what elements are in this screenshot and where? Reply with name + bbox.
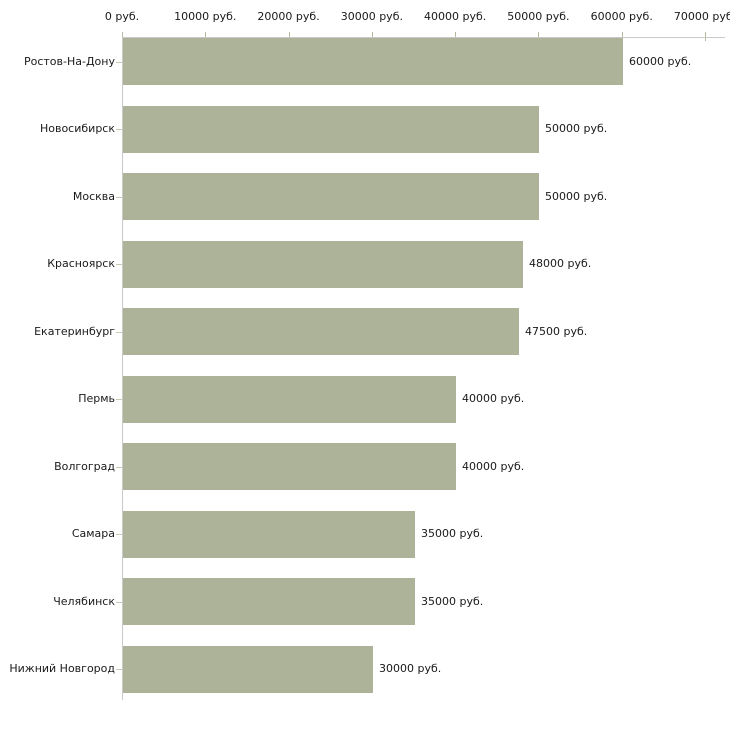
- y-axis-tick-mark: [116, 62, 122, 63]
- value-label: 48000 руб.: [529, 257, 592, 270]
- x-axis-tick-label: 60000 руб.: [590, 10, 653, 23]
- x-axis-tick-mark: [289, 32, 290, 41]
- x-axis-tick-label: 50000 руб.: [507, 10, 570, 23]
- bar: [123, 510, 415, 558]
- bar: [123, 105, 539, 153]
- x-axis-tick-mark: [372, 32, 373, 41]
- y-axis-line: [122, 37, 123, 700]
- y-axis-tick-mark: [116, 467, 122, 468]
- y-axis-tick-mark: [116, 197, 122, 198]
- category-label: Волгоград: [54, 459, 115, 473]
- category-label: Пермь: [78, 392, 115, 405]
- category-label: Красноярск: [47, 257, 115, 270]
- value-label: 30000 руб.: [379, 662, 442, 675]
- y-axis-tick-mark: [116, 534, 122, 535]
- bar: [123, 173, 539, 220]
- x-axis-tick-mark: [705, 32, 706, 41]
- x-axis-tick-label: 40000 руб.: [424, 10, 487, 23]
- y-axis-tick-mark: [116, 264, 122, 265]
- value-label: 47500 руб.: [525, 324, 588, 338]
- value-label: 40000 руб.: [462, 459, 525, 473]
- category-label: Нижний Новгород: [9, 662, 115, 675]
- value-label: 50000 руб.: [545, 122, 608, 135]
- y-axis-tick-mark: [116, 332, 122, 333]
- x-axis-tick-label: 70000 руб.: [673, 10, 730, 23]
- bar: [123, 240, 523, 288]
- x-axis-tick-mark: [205, 32, 206, 41]
- value-label: 50000 руб.: [545, 189, 608, 203]
- x-axis-tick-mark: [622, 32, 623, 41]
- value-label: 35000 руб.: [421, 594, 484, 608]
- category-label: Новосибирск: [39, 122, 115, 135]
- x-axis-tick-mark: [538, 32, 539, 41]
- value-label: 60000 руб.: [629, 54, 692, 68]
- x-axis-tick-label: 10000 руб.: [174, 10, 237, 23]
- category-label: Самара: [71, 527, 115, 540]
- y-axis-tick-mark: [116, 129, 122, 130]
- bar: [123, 443, 456, 490]
- x-axis-tick-label: 0 руб.: [104, 10, 140, 23]
- x-axis-tick-mark: [455, 32, 456, 41]
- bar: [123, 38, 623, 85]
- bar: [123, 578, 415, 625]
- value-label: 35000 руб.: [421, 527, 484, 540]
- value-label: 40000 руб.: [462, 392, 525, 405]
- bar: [123, 308, 519, 355]
- category-label: Екатеринбург: [34, 324, 115, 338]
- category-label: Москва: [72, 189, 115, 203]
- category-label: Ростов-На-Дону: [23, 54, 115, 68]
- x-axis-tick-mark: [122, 32, 123, 41]
- y-axis-tick-mark: [116, 602, 122, 603]
- x-axis-tick-label: 30000 руб.: [340, 10, 403, 23]
- x-axis-line: [122, 37, 725, 38]
- bar: [123, 375, 456, 423]
- y-axis-tick-mark: [116, 399, 122, 400]
- category-label: Челябинск: [53, 594, 115, 608]
- bar: [123, 645, 373, 693]
- x-axis-tick-label: 20000 руб.: [257, 10, 320, 23]
- y-axis-tick-mark: [116, 669, 122, 670]
